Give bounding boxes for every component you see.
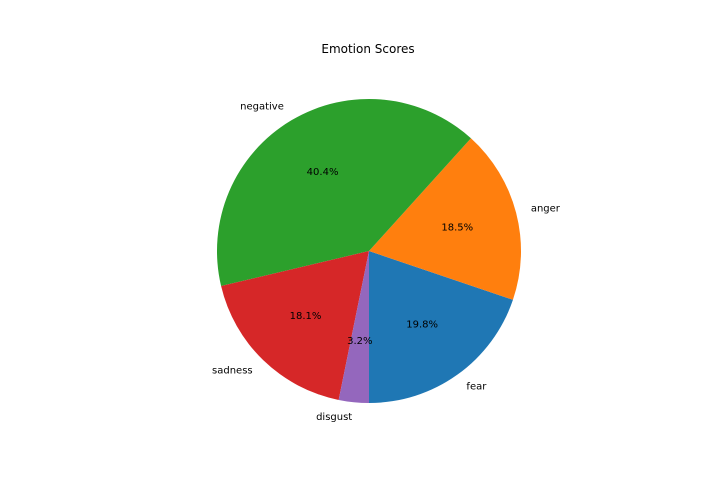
pie-slice-negative — [217, 98, 471, 287]
pct-label-anger: 18.5% — [441, 223, 473, 234]
category-label-anger: anger — [531, 203, 561, 214]
percentage-labels-group: 19.8% 18.5% 40.4% 18.1% 3.2% — [290, 167, 474, 347]
category-label-negative: negative — [240, 102, 284, 113]
pie-slice-disgust — [338, 251, 369, 403]
category-label-sadness: sadness — [212, 366, 253, 377]
pct-label-sadness: 18.1% — [290, 311, 322, 322]
pie-slice-fear — [369, 251, 513, 403]
category-labels-group: fear anger negative sadness disgust — [212, 102, 561, 423]
slices-group — [217, 98, 521, 403]
chart-title: Emotion Scores — [321, 42, 414, 56]
pct-label-disgust: 3.2% — [347, 336, 372, 347]
category-label-fear: fear — [466, 381, 487, 392]
pie-slice-anger — [369, 138, 521, 300]
category-label-disgust: disgust — [316, 412, 352, 423]
pct-label-fear: 19.8% — [406, 320, 438, 331]
pie-slice-sadness — [221, 251, 369, 400]
pct-label-negative: 40.4% — [307, 167, 339, 178]
